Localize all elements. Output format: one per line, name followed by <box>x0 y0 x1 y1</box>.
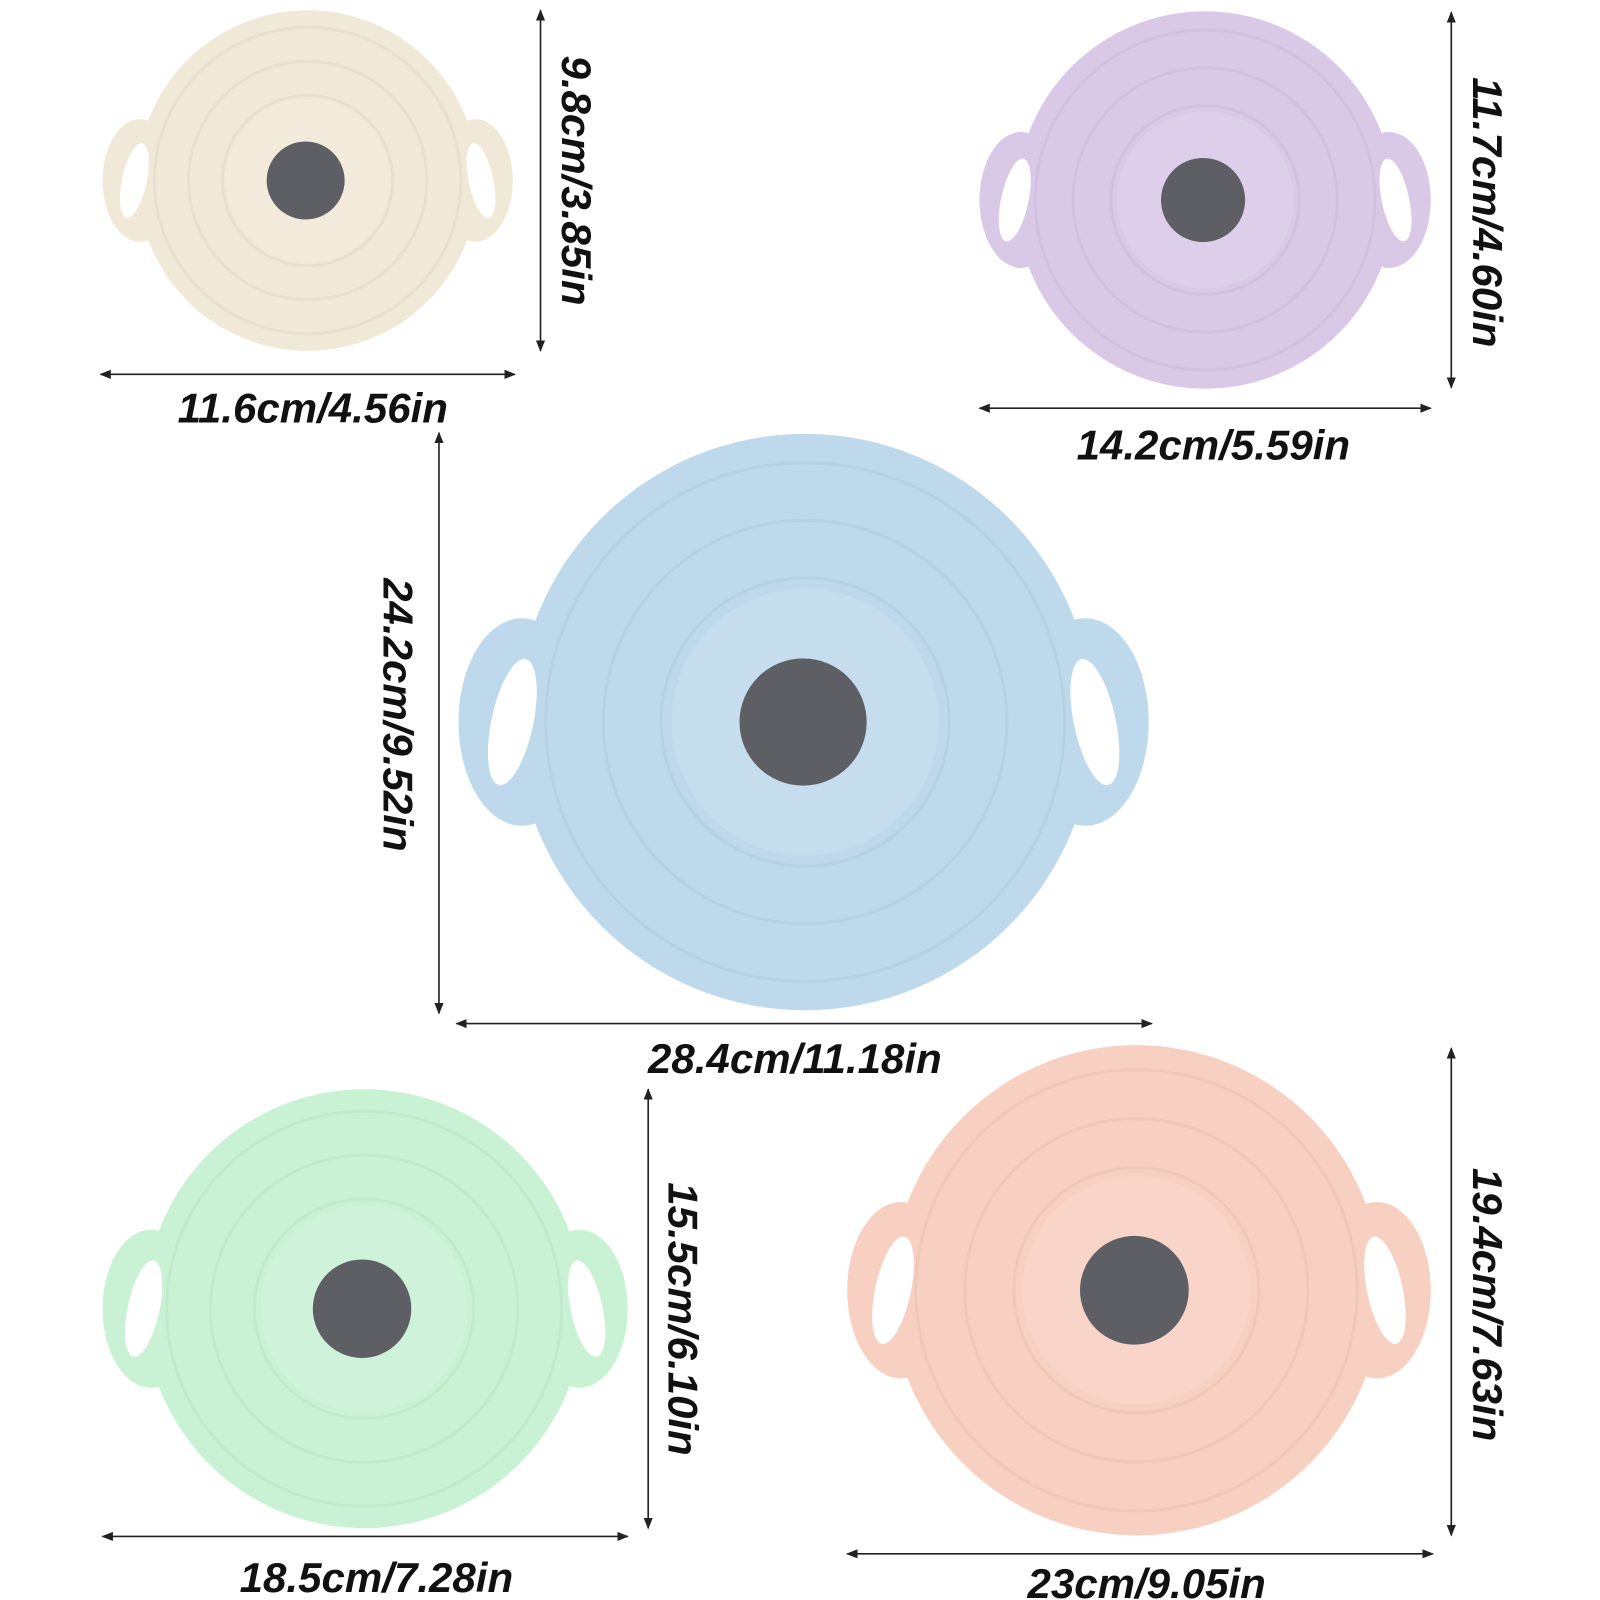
beige-lid <box>99 9 546 379</box>
right-handle-hole <box>466 143 496 218</box>
lid-4-height-label: 15.5cm/6.10in <box>660 1182 707 1456</box>
lid-2-width-label: 14.2cm/5.59in <box>1077 421 1351 468</box>
right-handle-hole <box>1379 158 1412 242</box>
lid-1-height-label: 9.8cm/3.85in <box>553 55 600 305</box>
lid-2-height-label: 11.7cm/4.60in <box>1464 77 1511 347</box>
green-lid <box>101 1088 653 1542</box>
left-handle-hole <box>998 158 1031 242</box>
lid-4-width-label: 18.5cm/7.28in <box>240 1554 513 1600</box>
left-handle-hole <box>124 1260 163 1357</box>
left-handle-hole <box>872 1236 914 1344</box>
knob <box>1080 1235 1189 1345</box>
blue-lid <box>434 431 1153 1029</box>
lid-5-width-label: 23cm/9.05in <box>1026 1560 1265 1600</box>
left-handle-hole <box>119 143 149 218</box>
knob <box>266 141 345 220</box>
left-handle-hole <box>487 658 537 786</box>
lid-1-width-label: 11.6cm/4.56in <box>178 385 448 432</box>
purple-lid <box>978 11 1456 413</box>
lid-3-height-label: 24.2cm/9.52in <box>375 577 422 852</box>
peach-lid <box>846 1045 1456 1559</box>
lid-5-height-label: 19.4cm/7.63in <box>1464 1168 1511 1442</box>
right-handle-hole <box>1364 1236 1406 1344</box>
lid-3-width-label: 28.4cm/11.18in <box>647 1035 942 1082</box>
knob <box>739 658 867 786</box>
knob <box>1161 157 1246 243</box>
knob <box>312 1259 412 1358</box>
right-handle-hole <box>1070 658 1120 786</box>
right-handle-hole <box>568 1260 606 1357</box>
